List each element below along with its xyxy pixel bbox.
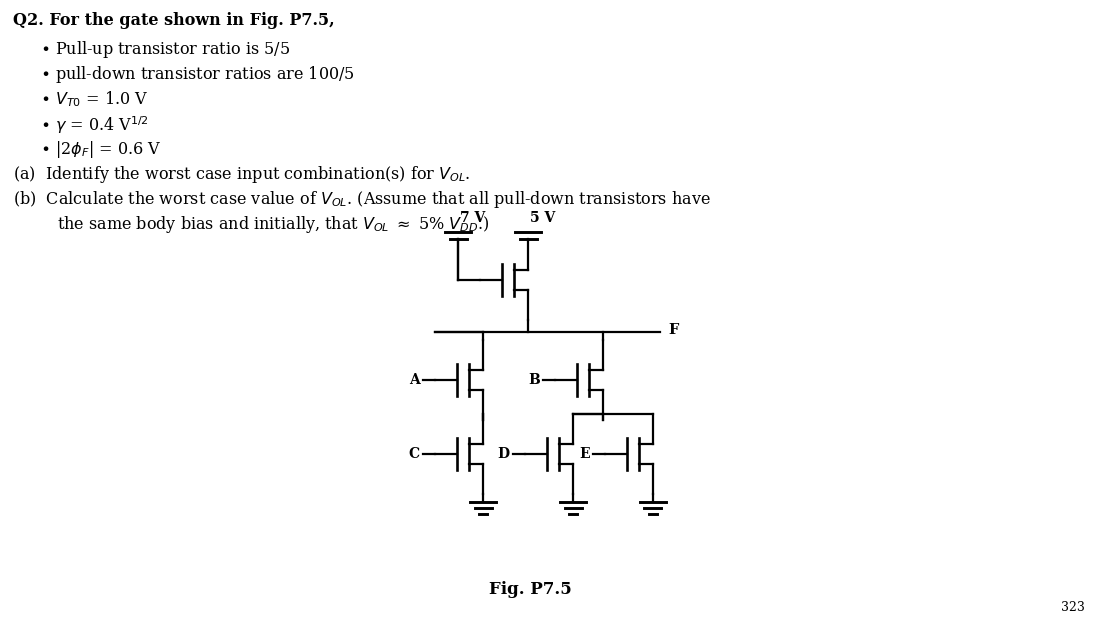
Text: $\bullet$ $V_{T0}$ = 1.0 V: $\bullet$ $V_{T0}$ = 1.0 V [40, 89, 148, 109]
Text: Fig. P7.5: Fig. P7.5 [488, 582, 571, 598]
Text: $\bullet$ Pull-up transistor ratio is 5/5: $\bullet$ Pull-up transistor ratio is 5/… [40, 39, 290, 60]
Text: $\bullet$ $\gamma$ = 0.4 V$^{1/2}$: $\bullet$ $\gamma$ = 0.4 V$^{1/2}$ [40, 114, 148, 136]
Text: E: E [579, 447, 590, 461]
Text: B: B [528, 373, 540, 387]
Text: (a)  Identify the worst case input combination(s) for $V_{OL}$.: (a) Identify the worst case input combin… [13, 164, 471, 185]
Text: 7 V: 7 V [460, 211, 485, 225]
Text: 5 V: 5 V [530, 211, 556, 225]
Text: C: C [408, 447, 419, 461]
Text: $\bullet$ pull-down transistor ratios are 100/5: $\bullet$ pull-down transistor ratios ar… [40, 64, 355, 85]
Text: $\bullet$ |2$\phi_F$| = 0.6 V: $\bullet$ |2$\phi_F$| = 0.6 V [40, 139, 162, 160]
Text: 323: 323 [1062, 601, 1085, 614]
Text: D: D [497, 447, 509, 461]
Text: A: A [409, 373, 419, 387]
Text: Q2. For the gate shown in Fig. P7.5,: Q2. For the gate shown in Fig. P7.5, [13, 12, 334, 29]
Text: (b)  Calculate the worst case value of $V_{OL}$. (Assume that all pull-down tran: (b) Calculate the worst case value of $V… [13, 189, 711, 210]
Text: F: F [668, 323, 679, 337]
Text: the same body bias and initially, that $V_{OL}$ $\approx$ 5% $V_{DD}$.): the same body bias and initially, that $… [57, 214, 490, 235]
